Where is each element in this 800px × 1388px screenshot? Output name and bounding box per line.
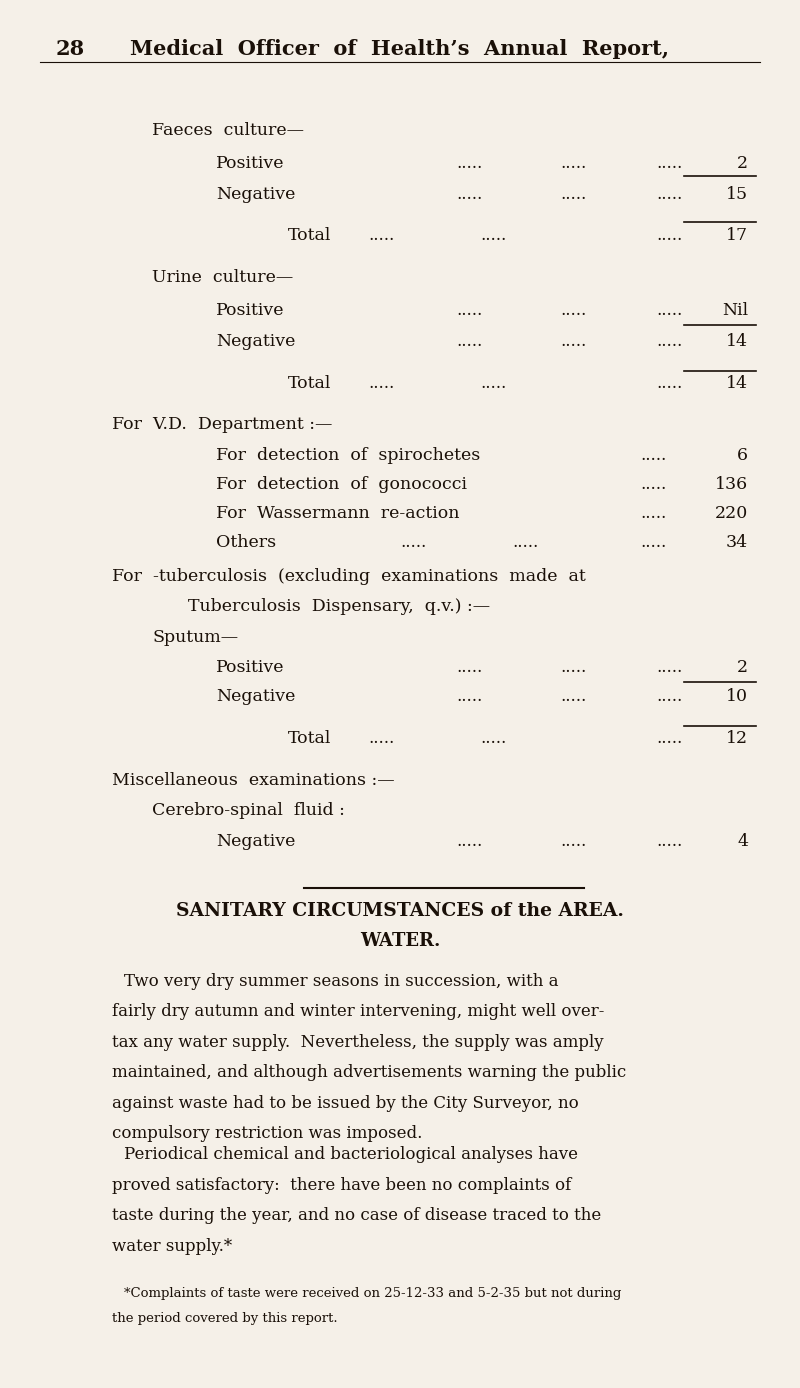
Text: 12: 12 bbox=[726, 730, 748, 747]
Text: 2: 2 bbox=[737, 659, 748, 676]
Text: Tuberculosis  Dispensary,  q.v.) :—: Tuberculosis Dispensary, q.v.) :— bbox=[188, 598, 490, 615]
Text: 220: 220 bbox=[714, 505, 748, 522]
Text: against waste had to be issued by the City Surveyor, no: against waste had to be issued by the Ci… bbox=[112, 1095, 578, 1112]
Text: .....: ..... bbox=[656, 375, 682, 391]
Text: For  detection  of  spirochetes: For detection of spirochetes bbox=[216, 447, 480, 464]
Text: Urine  culture—: Urine culture— bbox=[152, 269, 294, 286]
Text: compulsory restriction was imposed.: compulsory restriction was imposed. bbox=[112, 1126, 422, 1142]
Text: .....: ..... bbox=[640, 447, 666, 464]
Text: .....: ..... bbox=[560, 333, 586, 350]
Text: Sputum—: Sputum— bbox=[152, 629, 238, 645]
Text: Cerebro-spinal  fluid :: Cerebro-spinal fluid : bbox=[152, 802, 345, 819]
Text: WATER.: WATER. bbox=[360, 933, 440, 949]
Text: the period covered by this report.: the period covered by this report. bbox=[112, 1312, 338, 1326]
Text: water supply.*: water supply.* bbox=[112, 1238, 232, 1255]
Text: maintained, and although advertisements warning the public: maintained, and although advertisements … bbox=[112, 1065, 626, 1081]
Text: Miscellaneous  examinations :—: Miscellaneous examinations :— bbox=[112, 772, 394, 788]
Text: .....: ..... bbox=[368, 228, 394, 244]
Text: .....: ..... bbox=[480, 228, 506, 244]
Text: .....: ..... bbox=[656, 730, 682, 747]
Text: 136: 136 bbox=[715, 476, 748, 493]
Text: Faeces  culture—: Faeces culture— bbox=[152, 122, 304, 139]
Text: .....: ..... bbox=[640, 534, 666, 551]
Text: .....: ..... bbox=[560, 186, 586, 203]
Text: 17: 17 bbox=[726, 228, 748, 244]
Text: *Complaints of taste were received on 25-12-33 and 5-2-35 but not during: *Complaints of taste were received on 25… bbox=[124, 1287, 622, 1301]
Text: .....: ..... bbox=[512, 534, 538, 551]
Text: .....: ..... bbox=[656, 303, 682, 319]
Text: 15: 15 bbox=[726, 186, 748, 203]
Text: For  -tuberculosis  (excluding  examinations  made  at: For -tuberculosis (excluding examination… bbox=[112, 568, 586, 584]
Text: 14: 14 bbox=[726, 375, 748, 391]
Text: 6: 6 bbox=[737, 447, 748, 464]
Text: Total: Total bbox=[288, 375, 331, 391]
Text: Periodical chemical and bacteriological analyses have: Periodical chemical and bacteriological … bbox=[124, 1146, 578, 1163]
Text: .....: ..... bbox=[456, 155, 482, 172]
Text: .....: ..... bbox=[560, 659, 586, 676]
Text: 34: 34 bbox=[726, 534, 748, 551]
Text: Negative: Negative bbox=[216, 333, 295, 350]
Text: .....: ..... bbox=[456, 186, 482, 203]
Text: .....: ..... bbox=[656, 659, 682, 676]
Text: .....: ..... bbox=[560, 833, 586, 849]
Text: 28: 28 bbox=[56, 39, 85, 58]
Text: .....: ..... bbox=[480, 730, 506, 747]
Text: Others: Others bbox=[216, 534, 276, 551]
Text: .....: ..... bbox=[368, 730, 394, 747]
Text: Negative: Negative bbox=[216, 833, 295, 849]
Text: Positive: Positive bbox=[216, 659, 285, 676]
Text: Nil: Nil bbox=[722, 303, 748, 319]
Text: Negative: Negative bbox=[216, 688, 295, 705]
Text: Negative: Negative bbox=[216, 186, 295, 203]
Text: Positive: Positive bbox=[216, 155, 285, 172]
Text: .....: ..... bbox=[656, 155, 682, 172]
Text: .....: ..... bbox=[368, 375, 394, 391]
Text: Total: Total bbox=[288, 228, 331, 244]
Text: .....: ..... bbox=[456, 688, 482, 705]
Text: Total: Total bbox=[288, 730, 331, 747]
Text: .....: ..... bbox=[656, 333, 682, 350]
Text: .....: ..... bbox=[480, 375, 506, 391]
Text: .....: ..... bbox=[456, 333, 482, 350]
Text: .....: ..... bbox=[400, 534, 426, 551]
Text: 14: 14 bbox=[726, 333, 748, 350]
Text: SANITARY CIRCUMSTANCES of the AREA.: SANITARY CIRCUMSTANCES of the AREA. bbox=[176, 902, 624, 919]
Text: Two very dry summer seasons in succession, with a: Two very dry summer seasons in successio… bbox=[124, 973, 558, 990]
Text: .....: ..... bbox=[640, 476, 666, 493]
Text: Positive: Positive bbox=[216, 303, 285, 319]
Text: Medical  Officer  of  Health’s  Annual  Report,: Medical Officer of Health’s Annual Repor… bbox=[130, 39, 670, 58]
Text: proved satisfactory:  there have been no complaints of: proved satisfactory: there have been no … bbox=[112, 1177, 571, 1194]
Text: .....: ..... bbox=[656, 688, 682, 705]
Text: .....: ..... bbox=[456, 659, 482, 676]
Text: .....: ..... bbox=[656, 228, 682, 244]
Text: .....: ..... bbox=[560, 303, 586, 319]
Text: .....: ..... bbox=[456, 303, 482, 319]
Text: .....: ..... bbox=[560, 688, 586, 705]
Text: 2: 2 bbox=[737, 155, 748, 172]
Text: .....: ..... bbox=[640, 505, 666, 522]
Text: For  V.D.  Department :—: For V.D. Department :— bbox=[112, 416, 332, 433]
Text: .....: ..... bbox=[456, 833, 482, 849]
Text: .....: ..... bbox=[560, 155, 586, 172]
Text: 4: 4 bbox=[737, 833, 748, 849]
Text: 10: 10 bbox=[726, 688, 748, 705]
Text: For  detection  of  gonococci: For detection of gonococci bbox=[216, 476, 467, 493]
Text: tax any water supply.  Nevertheless, the supply was amply: tax any water supply. Nevertheless, the … bbox=[112, 1034, 604, 1051]
Text: fairly dry autumn and winter intervening, might well over-: fairly dry autumn and winter intervening… bbox=[112, 1004, 604, 1020]
Text: For  Wassermann  re-action: For Wassermann re-action bbox=[216, 505, 459, 522]
Text: taste during the year, and no case of disease traced to the: taste during the year, and no case of di… bbox=[112, 1208, 602, 1224]
Text: .....: ..... bbox=[656, 833, 682, 849]
Text: .....: ..... bbox=[656, 186, 682, 203]
